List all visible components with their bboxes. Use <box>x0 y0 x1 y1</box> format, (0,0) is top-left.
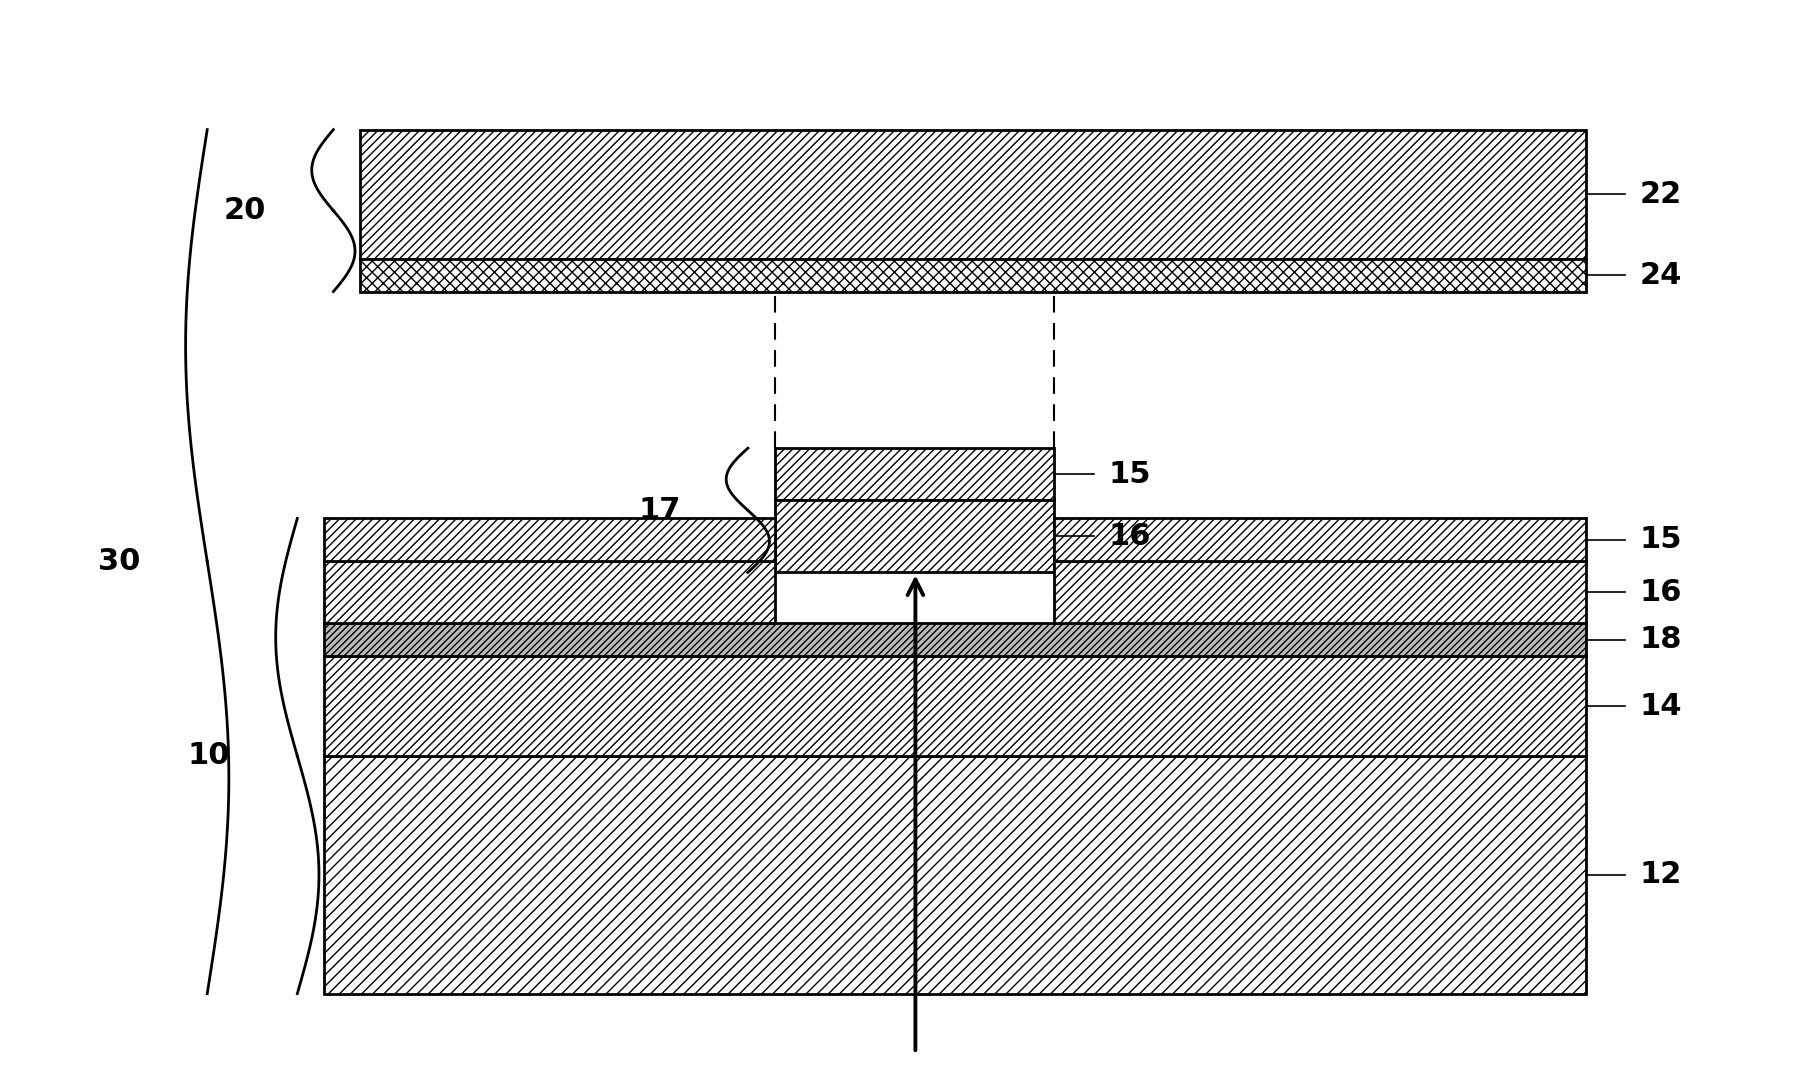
Bar <box>324 562 775 623</box>
Text: 15: 15 <box>1640 525 1683 554</box>
Bar <box>360 259 1586 292</box>
Text: 16: 16 <box>1108 522 1151 551</box>
Text: 18: 18 <box>1640 625 1683 654</box>
Text: 24: 24 <box>1640 261 1683 289</box>
Text: 22: 22 <box>1640 180 1681 208</box>
Text: 20: 20 <box>223 197 267 225</box>
Bar <box>324 756 1586 994</box>
Text: 14: 14 <box>1640 691 1683 720</box>
Text: 17: 17 <box>638 496 681 525</box>
Text: 15: 15 <box>1108 460 1151 489</box>
Text: 10: 10 <box>187 742 231 770</box>
Bar <box>324 657 1586 756</box>
Text: 12: 12 <box>1640 861 1683 889</box>
Bar <box>775 448 1054 500</box>
Bar <box>324 623 1586 657</box>
Bar <box>775 500 1054 572</box>
Bar <box>360 130 1586 259</box>
Bar <box>1054 518 1586 562</box>
Bar <box>1054 562 1586 623</box>
Bar <box>324 518 775 562</box>
Text: 16: 16 <box>1640 578 1683 607</box>
Text: 30: 30 <box>97 548 141 576</box>
